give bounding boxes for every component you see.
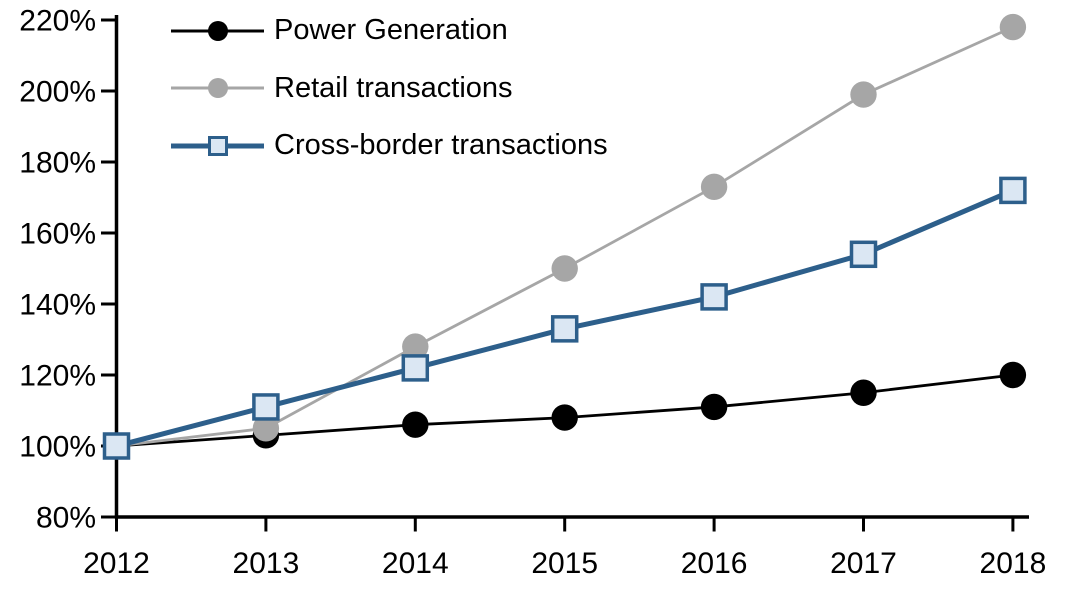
x-axis-label-2018: 2018 <box>980 547 1047 580</box>
marker-retail-transactions-2017 <box>850 81 877 108</box>
marker-retail-transactions-2018 <box>999 13 1027 41</box>
marker-retail-transactions-2016 <box>700 173 728 201</box>
marker-power-generation-2017 <box>850 379 877 406</box>
marker-cross-border-transactions-2015 <box>550 315 579 343</box>
x-axis-label-2014: 2014 <box>382 547 449 580</box>
retail-transactions-legend-marker-icon <box>207 78 228 99</box>
legend-item-retail-transactions: Retail transactions <box>171 60 608 118</box>
marker-power-generation-2018 <box>999 361 1027 389</box>
x-axis-label-2012: 2012 <box>83 547 150 580</box>
legend-label-retail-transactions: Retail transactions <box>274 71 513 104</box>
power-generation-line-marker-swatch <box>171 17 264 45</box>
x-axis-label-2016: 2016 <box>681 547 748 580</box>
x-axis-label-2013: 2013 <box>233 547 300 580</box>
power-generation-legend-marker-icon <box>207 20 228 41</box>
marker-power-generation-2015 <box>551 404 578 431</box>
y-axis-label-80: 80% <box>36 502 96 535</box>
y-axis-label-180: 180% <box>19 147 96 180</box>
marker-power-generation-2016 <box>700 393 728 421</box>
cross-border-transactions-line-marker-swatch <box>171 132 264 160</box>
y-axis-label-220: 220% <box>19 5 96 38</box>
y-axis-label-200: 200% <box>19 76 96 109</box>
legend-label-cross-border-transactions: Cross-border transactions <box>274 129 608 162</box>
marker-cross-border-transactions-2013 <box>252 393 280 421</box>
retail-transactions-line-marker-swatch <box>171 74 264 102</box>
chart-legend: Power Generation Retail transactions Cro… <box>171 2 608 175</box>
y-axis-label-160: 160% <box>19 218 96 251</box>
cross-border-transactions-legend-marker-icon <box>207 135 228 156</box>
x-axis-label-2017: 2017 <box>830 547 897 580</box>
legend-item-power-generation: Power Generation <box>171 2 608 60</box>
y-axis-label-120: 120% <box>19 360 96 393</box>
marker-cross-border-transactions-2018 <box>999 176 1027 205</box>
y-axis-label-140: 140% <box>19 289 96 322</box>
x-axis-label-2015: 2015 <box>531 547 598 580</box>
y-axis-label-100: 100% <box>19 431 96 464</box>
marker-retail-transactions-2015 <box>551 255 578 282</box>
marker-cross-border-transactions-2014 <box>401 354 430 382</box>
marker-cross-border-transactions-2016 <box>700 283 728 311</box>
marker-cross-border-transactions-2012 <box>102 432 131 460</box>
marker-retail-transactions-2013 <box>252 415 280 442</box>
legend-label-power-generation: Power Generation <box>274 14 508 47</box>
marker-power-generation-2014 <box>402 411 429 438</box>
marker-retail-transactions-2014 <box>402 333 429 360</box>
marker-cross-border-transactions-2017 <box>849 240 878 269</box>
legend-item-cross-border-transactions: Cross-border transactions <box>171 117 608 175</box>
